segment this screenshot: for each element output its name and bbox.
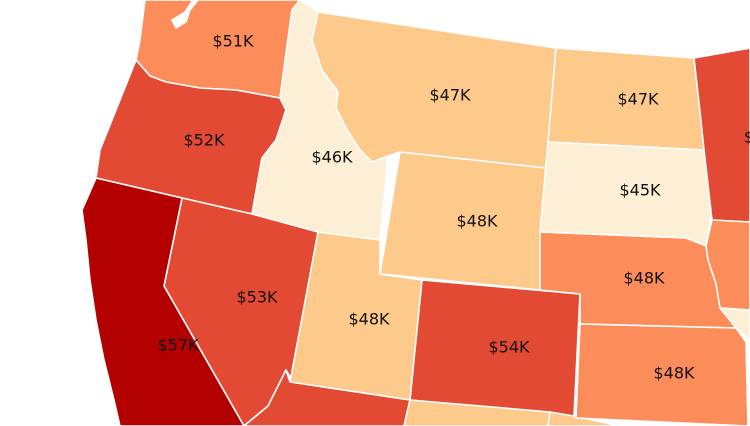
label-oregon: $52K [183,131,225,150]
label-colorado: $54K [488,338,530,357]
label-wyoming: $48K [456,212,498,231]
label-north-dakota: $47K [617,90,659,109]
label-idaho: $46K [311,148,353,167]
state-missouri[interactable] [719,307,750,341]
label-utah: $48K [348,310,390,329]
label-nebraska: $48K [623,269,665,288]
state-kansas[interactable] [575,323,749,426]
label-kansas: $48K [653,364,695,383]
label-south-dakota: $45K [619,181,661,200]
label-montana: $47K [429,86,471,105]
label-washington: $51K [212,32,254,51]
label-california: $57K [157,336,199,355]
state-new-mexico[interactable] [403,399,551,426]
state-iowa[interactable] [705,219,750,311]
label-minnesota: $5 [744,128,750,147]
label-nevada: $53K [236,288,278,307]
state-california[interactable] [81,177,245,426]
